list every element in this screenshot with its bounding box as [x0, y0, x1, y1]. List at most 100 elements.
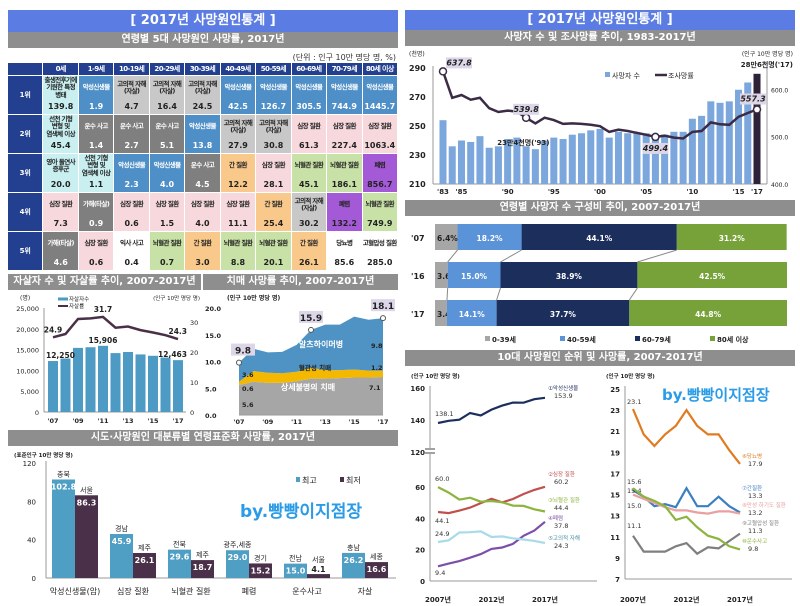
table-cell: 선천 기형 변형 및 염색체 이상 45.4 — [43, 115, 78, 153]
table-row: 1위 출생전후기에 기원한 특정 병태 139.8 악성신생물 1.9 고의적 자해(자살… — [8, 76, 397, 114]
rate-value: 0.6 — [124, 218, 139, 228]
column-header: 20-29세 — [149, 63, 185, 75]
suicide-count-bar — [85, 347, 96, 412]
start-value: 60.0 — [435, 475, 449, 483]
year-label: '16 — [411, 272, 425, 281]
rate-label: 24.9 — [44, 325, 63, 334]
region-label: 전북 — [173, 540, 186, 549]
table-cell: 뇌혈관 질환 45.1 — [291, 154, 327, 192]
start-value: 11.1 — [627, 522, 641, 530]
deaths-bar — [642, 133, 650, 184]
table-cell: 고의적 자해(자살) 24.5 — [185, 76, 220, 114]
rate-value: 1.4 — [89, 140, 104, 150]
deaths-bar — [596, 128, 604, 184]
deaths-bar — [661, 134, 669, 184]
column-header: 40-49세 — [220, 63, 256, 75]
legend-label: 60-79세 — [642, 335, 671, 344]
series-name: ③뇌혈관 질환 — [548, 496, 580, 504]
watermark: by.빵빵이지점장 — [240, 502, 362, 522]
y-tick-label: 15.0 — [205, 332, 222, 340]
min-bar — [75, 495, 98, 578]
table-cell: 뇌혈관 질환 8.8 — [220, 232, 256, 270]
start-value: 5.6 — [242, 401, 254, 409]
cause-label: 악성신생물 — [295, 83, 323, 92]
label-unspecified: 상세불명의 치매 — [281, 382, 335, 392]
rate-value: 856.7 — [367, 179, 393, 189]
cause-label: 고의적 자해(자살) — [188, 79, 217, 95]
rank-label: 5위 — [8, 232, 43, 270]
x-tick-label: '13 — [320, 418, 331, 426]
table-cell: 고의적 자해(자살) 27.9 — [220, 115, 256, 153]
table-cell: 선천 기형 변형 및 염색체 이상 1.1 — [78, 154, 114, 192]
cause-label: 고의적 자해(자살) — [223, 118, 253, 134]
suicide-count-bar — [98, 345, 108, 412]
table-cell: 심장 질환 61.3 — [291, 115, 327, 153]
deaths-bar — [614, 131, 622, 184]
series-name: ⑤고의적 자해 — [548, 534, 580, 542]
region-label: 경기 — [254, 553, 267, 562]
y-tick-label: 25,000 — [16, 305, 39, 313]
rate-label: 24.3 — [168, 327, 187, 336]
cause-label: 선천 기형 변형 및 염색체 이상 — [81, 154, 111, 177]
column-header: 70-79세 — [327, 63, 362, 75]
rate-value: 2.7 — [124, 140, 139, 150]
connector-line — [637, 249, 677, 263]
y-tick-label: 13 — [610, 513, 620, 521]
end-value: 13.2 — [748, 509, 762, 517]
y-tick-label: 20,000 — [16, 326, 39, 334]
label-alzheimer: 알츠하이머병 — [299, 339, 343, 349]
table-cell: 악성신생물 126.7 — [256, 76, 291, 114]
rate-marker — [651, 132, 660, 142]
series-line — [632, 493, 741, 515]
rate-value: 139.8 — [48, 101, 74, 111]
y-tick-label: 210 — [409, 180, 426, 189]
cause-label: 뇌혈관 질환 — [152, 239, 182, 248]
cause-label: 뇌혈관 질환 — [294, 161, 324, 170]
rate-marker — [438, 67, 448, 76]
composition-subtitle: 연령별 사망자 수 구성비 추이, 2007-2017년 — [405, 200, 795, 216]
count-label: 15,906 — [89, 336, 118, 345]
table-cell: 간 질환 3.0 — [185, 232, 220, 270]
legend-swatch-deaths — [605, 72, 610, 77]
y-tick-label: 10,000 — [16, 367, 39, 375]
table-cell: 악성신생물 1445.7 — [362, 76, 397, 114]
series-name: ②심장 질환 — [548, 470, 575, 478]
table-cell: 운수 사고 2.7 — [114, 115, 149, 153]
deaths-bar — [559, 139, 567, 184]
rate-marker — [521, 113, 531, 123]
rate-value: 285.0 — [367, 257, 393, 267]
cause-label: 고의적 자해(자살) — [152, 79, 182, 95]
y-tick-label: 15 — [610, 492, 620, 500]
column-header: 80세 이상 — [362, 63, 397, 75]
legend-label: 0-39세 — [492, 335, 516, 344]
cause-label: 고의적 자해(자살) — [294, 196, 324, 212]
rate-value: 0.6 — [89, 257, 104, 267]
end-value: 9.8 — [748, 545, 758, 553]
table-cell: 뇌혈관 질환 186.1 — [327, 154, 362, 192]
table-cell: 심장 질환 11.1 — [220, 193, 256, 231]
max-bar — [226, 550, 249, 578]
table-cell: 당뇨병 85.6 — [327, 232, 362, 270]
end-value: 11.3 — [748, 527, 762, 535]
legend-deaths: 사망자 수 — [612, 71, 641, 80]
y-tick-label: 20 — [415, 547, 425, 555]
rate-value: 30.2 — [298, 218, 319, 228]
segment-80세 이상 — [629, 300, 787, 326]
start-value: 138.1 — [435, 410, 454, 418]
rate-value: 26.1 — [298, 257, 319, 267]
cause-label: 간 질환 — [264, 200, 283, 209]
series-line — [437, 485, 546, 515]
segment-label: 15.0% — [461, 272, 488, 281]
start-value: 15.4 — [627, 487, 641, 495]
y-tick-label: 0.0 — [205, 412, 217, 420]
cause-label: 운수 사고 — [84, 122, 109, 131]
deaths-bar — [531, 149, 539, 184]
total-label-bg — [299, 310, 323, 323]
segment-label: 14.1% — [459, 310, 486, 319]
table-cell: 익사 사고 0.4 — [114, 232, 149, 270]
table-cell: 고의적 자해(자살) 16.4 — [149, 76, 185, 114]
segment-0-39세 — [435, 224, 458, 250]
segment-80세 이상 — [676, 224, 787, 250]
rate-value: 1445.7 — [364, 101, 396, 111]
